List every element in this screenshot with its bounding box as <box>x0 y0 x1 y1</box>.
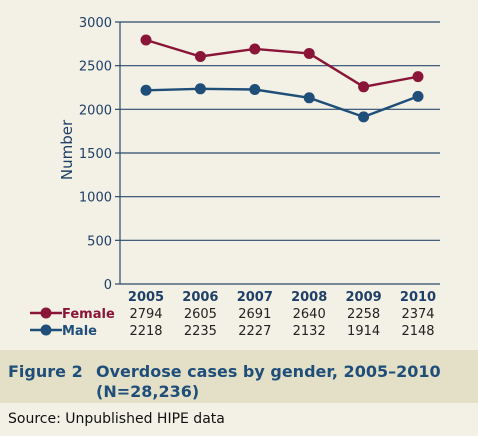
female-point-2005 <box>140 34 152 46</box>
y-tick-labels: 0 500 1000 1500 2000 2500 3000 <box>79 16 112 293</box>
male-value-2008: 2132 <box>293 324 326 339</box>
y-tick-0: 0 <box>104 278 112 293</box>
female-point-2008 <box>303 47 315 59</box>
female-value-2008: 2640 <box>293 307 326 322</box>
male-line <box>145 87 419 119</box>
figure-title: Overdose cases by gender, 2005–2010 (N=2… <box>96 362 441 401</box>
male-value-2010: 2148 <box>401 324 434 339</box>
male-point-2009 <box>358 111 370 123</box>
male-point-2010 <box>412 90 424 102</box>
male-value-2005: 2218 <box>129 324 162 339</box>
y-axis-label: Number <box>58 119 76 180</box>
female-point-2009 <box>358 81 370 93</box>
female-value-2010: 2374 <box>401 307 434 322</box>
x-tick-labels: 2005 2006 2007 2008 2009 2010 <box>128 290 436 305</box>
female-point-2010 <box>412 71 424 83</box>
female-value-2009: 2258 <box>347 307 380 322</box>
caption-band <box>0 350 478 403</box>
male-legend-marker <box>40 324 52 336</box>
series-lines <box>140 34 424 123</box>
legend: Female Male <box>30 307 115 339</box>
y-tick-1000: 1000 <box>79 191 112 206</box>
year-label-2008: 2008 <box>291 290 327 305</box>
male-point-2007 <box>249 84 261 96</box>
source-note: Source: Unpublished HIPE data <box>8 411 225 427</box>
male-value-2007: 2227 <box>238 324 271 339</box>
line-chart: 0 500 1000 1500 2000 2500 3000 Number 2005 2006… <box>30 16 440 339</box>
y-tick-2000: 2000 <box>79 103 112 118</box>
female-legend-label: Female <box>62 307 115 322</box>
male-point-2006 <box>194 83 206 95</box>
year-label-2009: 2009 <box>346 290 382 305</box>
year-label-2010: 2010 <box>400 290 436 305</box>
year-label-2006: 2006 <box>182 290 218 305</box>
female-point-2007 <box>249 43 261 55</box>
figure-label: Figure 2 <box>8 362 83 381</box>
female-point-2006 <box>194 50 206 62</box>
y-tick-1500: 1500 <box>79 147 112 162</box>
female-value-2005: 2794 <box>129 307 162 322</box>
y-tick-3000: 3000 <box>79 16 112 31</box>
male-legend-label: Male <box>62 324 97 339</box>
male-point-2008 <box>303 92 315 104</box>
female-value-2007: 2691 <box>238 307 271 322</box>
y-tick-500: 500 <box>87 234 112 249</box>
female-value-2006: 2605 <box>184 307 217 322</box>
year-label-2005: 2005 <box>128 290 164 305</box>
male-value-2009: 1914 <box>347 324 380 339</box>
year-label-2007: 2007 <box>237 290 273 305</box>
male-value-2006: 2235 <box>184 324 217 339</box>
male-point-2005 <box>140 84 152 96</box>
y-tick-2500: 2500 <box>79 60 112 75</box>
female-legend-marker <box>40 307 52 319</box>
female-line <box>145 38 419 89</box>
gridlines <box>115 21 440 285</box>
data-table: 2794 2605 2691 2640 2258 2374 2218 2235 2227 2132… <box>129 307 434 339</box>
